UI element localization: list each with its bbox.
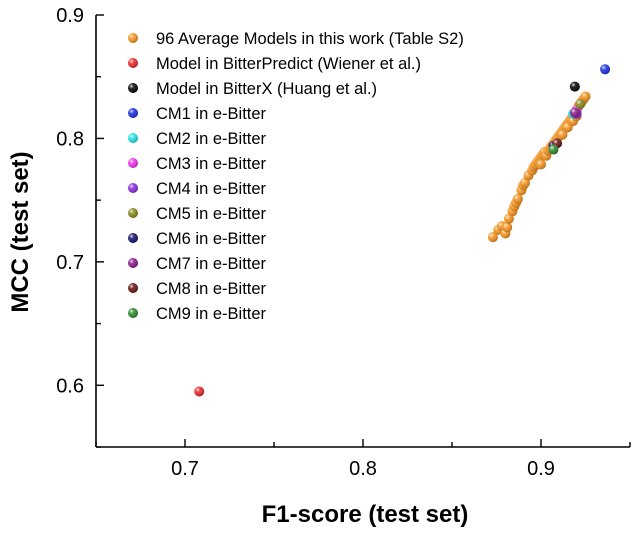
data-point: [502, 222, 513, 233]
legend-item: CM8 in e-Bitter: [128, 280, 267, 298]
legend-label: CM7 in e-Bitter: [156, 255, 267, 273]
legend-label: Model in BitterPredict (Wiener et al.): [156, 55, 421, 73]
data-point: [569, 107, 580, 118]
data-point-shine: [557, 129, 568, 140]
data-point: [569, 81, 580, 92]
data-point-shine: [580, 91, 591, 102]
data-point: [548, 144, 559, 155]
data-point-shine: [569, 81, 580, 92]
legend-label: 96 Average Models in this work (Table S2…: [156, 30, 464, 48]
legend-item: Model in BitterPredict (Wiener et al.): [128, 55, 421, 73]
legend-item: CM1 in e-Bitter: [128, 105, 267, 123]
legend-marker-shine: [128, 258, 138, 268]
data-point: [536, 159, 546, 170]
legend-item: CM4 in e-Bitter: [128, 180, 267, 198]
legend-label: Model in BitterX (Huang et al.): [156, 80, 377, 98]
legend-marker-shine: [128, 233, 138, 243]
legend-label: CM6 in e-Bitter: [156, 230, 267, 248]
x-tick-label: 0.9: [527, 458, 555, 480]
legend-marker-shine: [128, 183, 138, 193]
legend-item: CM5 in e-Bitter: [128, 205, 267, 223]
legend-label: CM8 in e-Bitter: [156, 280, 267, 298]
legend-marker-shine: [128, 33, 138, 43]
y-tick-label: 0.7: [56, 252, 84, 274]
y-tick-label: 0.9: [56, 5, 84, 27]
legend-marker-shine: [128, 58, 138, 68]
y-axis-title: MCC (test set): [7, 151, 34, 312]
data-points: [194, 64, 611, 397]
legend-marker-shine: [128, 208, 138, 218]
legend-marker-shine: [128, 158, 138, 168]
data-point-shine: [600, 64, 611, 75]
legend-item: CM2 in e-Bitter: [128, 130, 267, 148]
legend-item: CM9 in e-Bitter: [128, 305, 267, 323]
data-point: [487, 232, 498, 243]
legend-marker-shine: [128, 133, 138, 143]
x-tick-label: 0.7: [171, 458, 199, 480]
data-point-shine: [575, 98, 586, 109]
data-point: [503, 213, 514, 224]
legend-label: CM1 in e-Bitter: [156, 105, 267, 123]
legend-marker-shine: [128, 308, 138, 318]
legend: 96 Average Models in this work (Table S2…: [128, 30, 464, 323]
data-point-shine: [487, 232, 498, 243]
data-point-shine: [519, 177, 530, 188]
y-tick-label: 0.6: [56, 375, 84, 397]
data-point: [575, 98, 586, 109]
y-tick-label: 0.8: [56, 128, 84, 150]
legend-item: CM6 in e-Bitter: [128, 230, 267, 248]
legend-label: CM2 in e-Bitter: [156, 130, 267, 148]
data-point: [512, 193, 523, 204]
data-point: [600, 64, 611, 75]
legend-marker-shine: [128, 83, 138, 93]
data-point: [194, 386, 205, 397]
legend-label: CM9 in e-Bitter: [156, 305, 267, 323]
data-point: [519, 177, 530, 188]
legend-item: 96 Average Models in this work (Table S2…: [128, 30, 464, 48]
data-point-shine: [512, 193, 523, 204]
data-point-shine: [536, 159, 546, 170]
legend-marker-shine: [128, 108, 138, 118]
data-point: [557, 129, 568, 140]
x-tick-label: 0.8: [349, 458, 377, 480]
legend-item: Model in BitterX (Huang et al.): [128, 80, 377, 98]
legend-item: CM3 in e-Bitter: [128, 155, 267, 173]
legend-marker-shine: [128, 283, 138, 293]
data-point: [580, 91, 591, 102]
data-point-shine: [548, 144, 559, 155]
data-point-shine: [502, 222, 513, 233]
axes: 0.7 0.8 0.9 0.6 0.7 0.8 0.9: [56, 5, 631, 480]
legend-label: CM3 in e-Bitter: [156, 155, 267, 173]
legend-label: CM5 in e-Bitter: [156, 205, 267, 223]
data-point-shine: [194, 386, 205, 397]
data-point-shine: [503, 213, 514, 224]
legend-label: CM4 in e-Bitter: [156, 180, 267, 198]
x-axis-title: F1-score (test set): [262, 501, 469, 528]
data-point-shine: [569, 107, 580, 118]
legend-item: CM7 in e-Bitter: [128, 255, 267, 273]
